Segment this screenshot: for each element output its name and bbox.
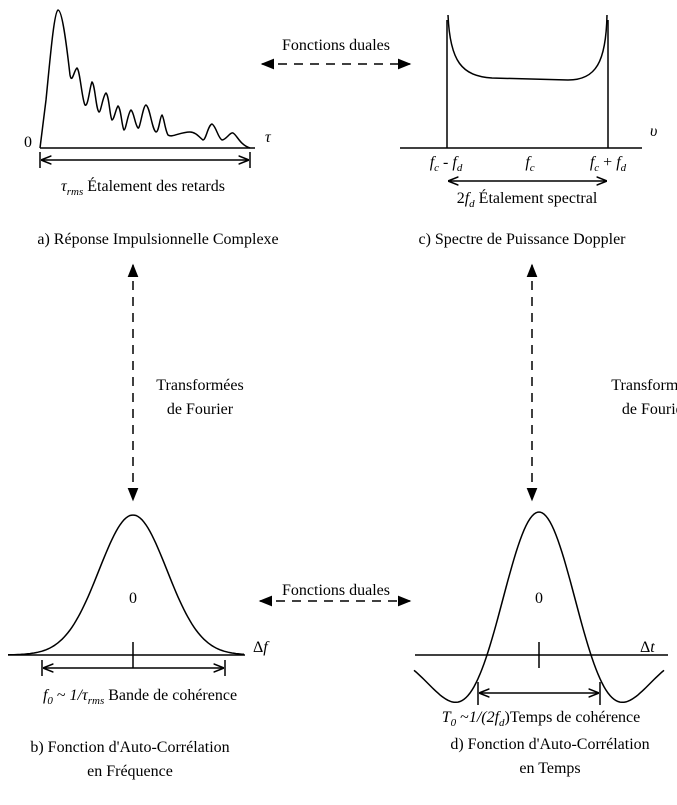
axis-label: Δt (640, 639, 655, 656)
spread-label: f0 ~ 1/τrms Bande de cohérence (43, 687, 237, 707)
freq-tick: fc (525, 154, 534, 174)
spread-label: T0 ~1/(2fd)Temps de cohérence (442, 709, 641, 729)
caption: d) Fonction d'Auto-Corrélation (450, 736, 649, 753)
transform-label: de Fourier (167, 401, 234, 418)
doppler-curve (447, 14, 608, 81)
caption: c) Spectre de Puissance Doppler (418, 231, 626, 248)
caption: en Fréquence (87, 763, 173, 780)
origin: 0 (535, 590, 543, 607)
caption: a) Réponse Impulsionnelle Complexe (37, 231, 278, 248)
link-label: Fonctions duales (282, 582, 390, 599)
axis-label: τ (265, 129, 272, 146)
autocorr-curve (8, 514, 245, 656)
link-label: Fonctions duales (282, 37, 390, 54)
axis-label: υ (650, 123, 657, 140)
caption: b) Fonction d'Auto-Corrélation (30, 739, 229, 756)
spread-label: τrms Étalement des retards (61, 176, 225, 198)
spread-label: 2fd Étalement spectral (457, 188, 598, 210)
impulse-curve (39, 9, 251, 149)
transform-label: Transformées (611, 377, 677, 394)
freq-tick: fc + fd (590, 154, 627, 174)
origin: 0 (24, 134, 32, 151)
transform-label: Transformées (156, 377, 243, 394)
caption: en Temps (519, 760, 580, 777)
transform-label: de Fourier (622, 401, 677, 418)
autocorr-curve (413, 511, 665, 704)
axis-label: Δf (253, 639, 270, 656)
freq-tick: fc - fd (430, 154, 463, 174)
origin: 0 (129, 590, 137, 607)
